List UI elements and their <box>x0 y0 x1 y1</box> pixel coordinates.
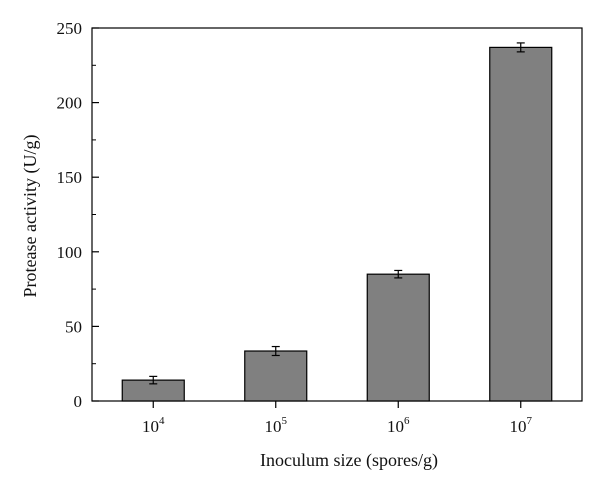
y-axis-label: Protease activity (U/g) <box>20 135 41 298</box>
error-bar <box>516 42 525 53</box>
bar <box>489 46 553 402</box>
x-tick-label: 104 <box>142 415 165 436</box>
x-tick-label: 107 <box>510 415 533 436</box>
y-tick-label: 0 <box>74 392 83 411</box>
error-bar <box>271 345 280 357</box>
y-tick-label: 250 <box>57 19 83 38</box>
bars <box>121 46 553 402</box>
y-tick-label: 200 <box>57 94 83 113</box>
x-tick-label: 106 <box>387 415 410 436</box>
x-axis: 104 105 106 107 <box>142 401 533 436</box>
error-bar <box>149 375 158 385</box>
error-bar <box>394 269 403 279</box>
y-tick-label: 150 <box>57 168 83 187</box>
error-bars <box>149 42 525 385</box>
x-axis-label: Inoculum size (spores/g) <box>260 450 438 471</box>
y-tick-label: 100 <box>57 243 83 262</box>
y-tick-label: 50 <box>65 317 82 336</box>
bar <box>366 273 430 402</box>
x-tick-label: 105 <box>265 415 288 436</box>
y-axis: 0 50 100 150 200 250 <box>57 19 99 411</box>
bar <box>244 350 308 402</box>
